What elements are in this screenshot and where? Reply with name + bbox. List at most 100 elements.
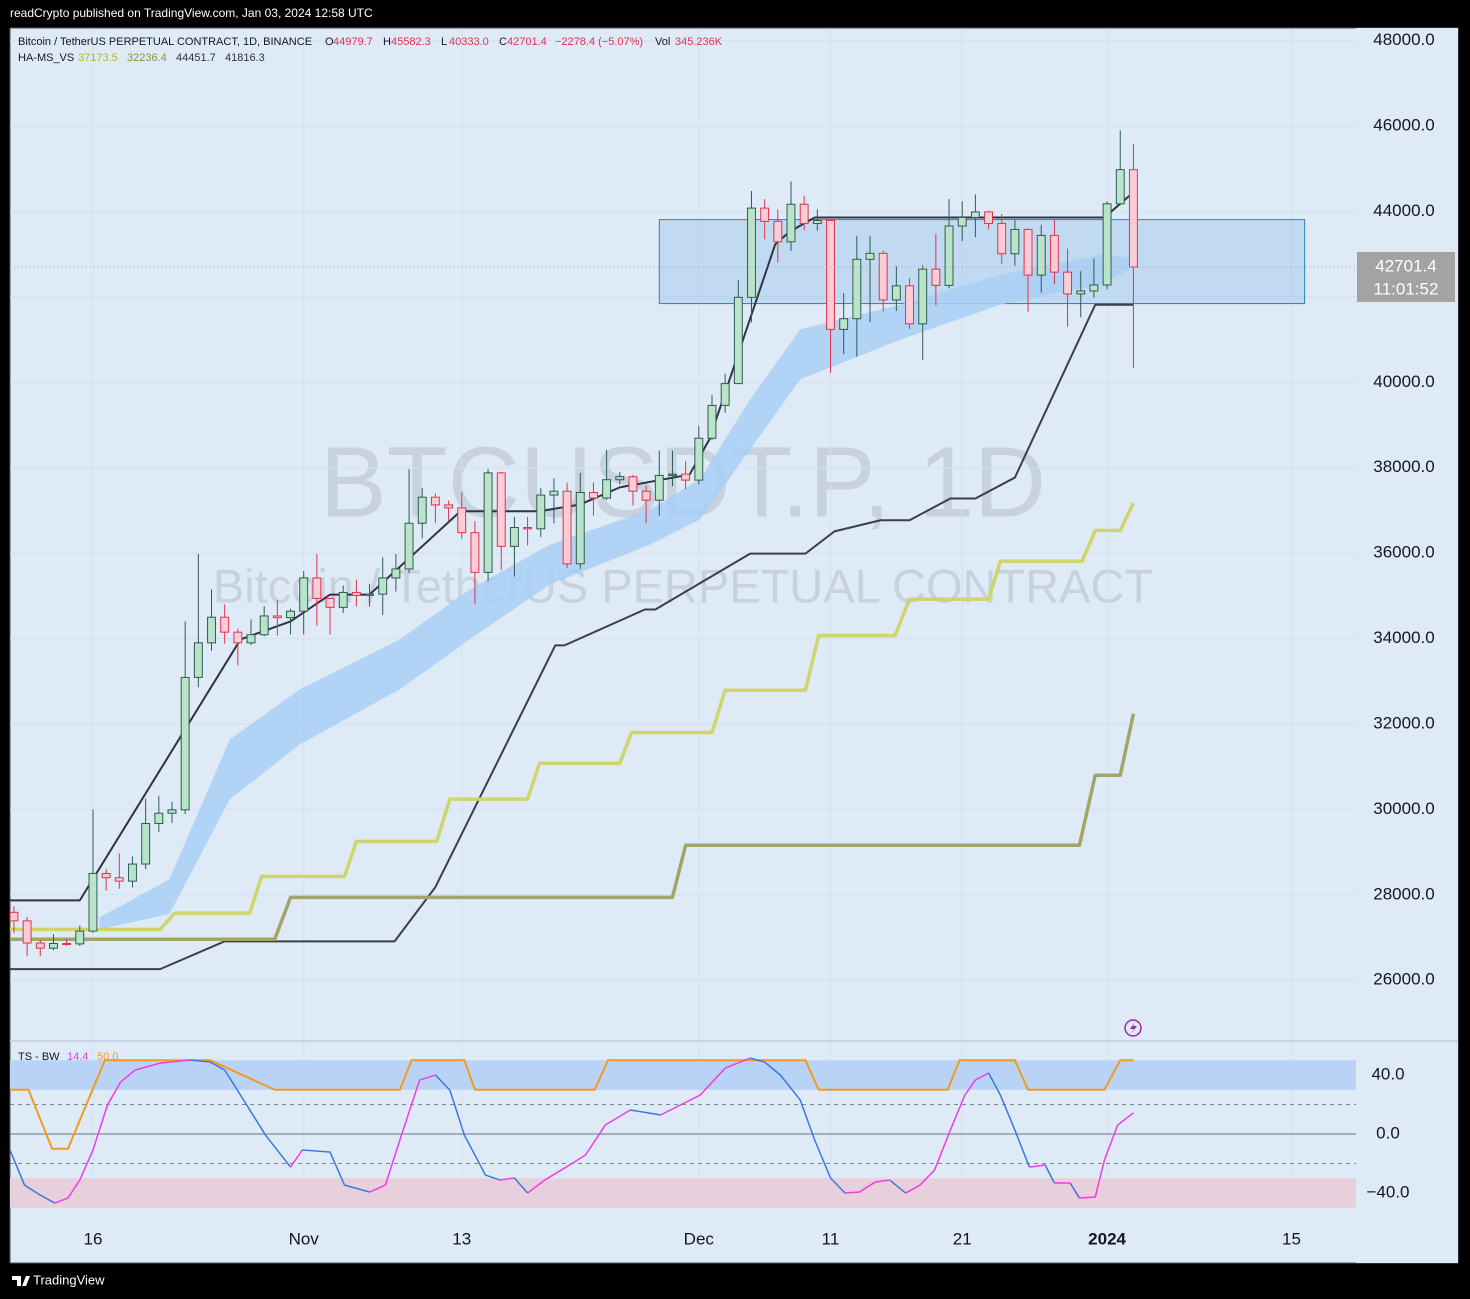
oscillator-line <box>1029 1164 1046 1168</box>
candle-body <box>259 615 269 636</box>
ohlc-value: 42701.4 <box>507 36 547 48</box>
oscillator-line <box>844 1179 890 1194</box>
candle-body <box>207 616 216 644</box>
x-tick-label: 16 <box>84 1229 103 1248</box>
candle-body <box>404 522 414 570</box>
candle-body <box>88 872 98 932</box>
candle-body <box>588 492 598 499</box>
candle-body <box>799 203 809 224</box>
candle-body <box>1076 290 1086 295</box>
candle-body <box>984 211 994 224</box>
candle-body <box>944 225 954 286</box>
oscillator-line <box>289 1149 303 1168</box>
signal-line <box>10 1059 1134 1150</box>
y-tick-label: 40.0 <box>1371 1065 1404 1084</box>
chart-frame <box>9 27 1459 1264</box>
candle-body <box>101 872 111 879</box>
y-tick-label: −40.0 <box>1366 1183 1409 1202</box>
candle-body <box>536 494 546 530</box>
y-tick-label: 46000.0 <box>1373 116 1434 135</box>
y-tick-label: 30000.0 <box>1373 799 1434 818</box>
candle-body <box>891 285 901 301</box>
ohlc-value: 40333.0 <box>449 36 489 48</box>
candle-body <box>75 930 85 945</box>
candle-body <box>193 642 203 678</box>
candle-body <box>272 615 282 619</box>
candle-body <box>128 863 137 882</box>
candle-body <box>733 296 743 385</box>
tradingview-logo: TradingView <box>12 1272 105 1287</box>
x-tick-label: Dec <box>684 1229 715 1248</box>
oscillator-line <box>190 1059 292 1168</box>
y-tick-label: 28000.0 <box>1373 884 1434 903</box>
candle-body <box>483 472 493 573</box>
volume-value: 345.236K <box>675 36 723 48</box>
candle-body <box>852 258 862 320</box>
publisher-line: readCrypto published on TradingView.com,… <box>10 6 373 20</box>
candle-body <box>1102 203 1112 286</box>
oscillator-line <box>9 1149 56 1204</box>
candle-body <box>180 676 190 811</box>
candle-body <box>167 809 177 814</box>
candle-body <box>970 211 980 218</box>
candle-body <box>773 220 783 243</box>
oscillator-line <box>749 1057 846 1194</box>
last-price-box <box>1357 251 1455 302</box>
candle-body <box>1023 228 1033 276</box>
oscillator-line <box>987 1072 1031 1168</box>
indicator-name: HA-MS_VS <box>18 52 74 64</box>
candle-body <box>628 476 638 492</box>
candle-body <box>839 318 849 330</box>
x-tick-label: 2024 <box>1088 1229 1126 1248</box>
indicator-value: 41816.3 <box>225 52 265 64</box>
candle-body <box>575 492 585 565</box>
candle-body <box>1036 234 1046 276</box>
oscillator-line <box>302 1149 370 1193</box>
watermark-subtitle: Bitcoin / TetherUS PERPETUAL CONTRACT <box>213 559 1153 612</box>
y-tick-label: 40000.0 <box>1373 372 1434 391</box>
oscillator-title: TS - BW <box>18 1051 60 1063</box>
candle-body <box>220 616 230 633</box>
ohlc-key: C <box>499 36 507 48</box>
change-value: −2278.4 (−5.07%) <box>555 36 643 48</box>
candle-body <box>786 203 796 243</box>
candle-body <box>1128 169 1138 268</box>
indicator-line <box>10 713 1136 941</box>
ohlc-key: L <box>441 36 447 48</box>
candle-body <box>430 496 440 506</box>
candle-body <box>1089 284 1099 292</box>
candle-body <box>286 610 295 619</box>
oscillator-line <box>905 1072 989 1194</box>
candle-body <box>378 577 388 595</box>
ohlc-key: H <box>383 36 391 48</box>
candle-body <box>233 631 243 644</box>
volume-key: Vol <box>655 36 670 48</box>
ohlc-key: O <box>325 36 334 48</box>
candle-body <box>312 577 322 599</box>
candle-body <box>49 942 58 949</box>
candle-body <box>391 568 401 579</box>
last-price-label: 42701.4 <box>1375 256 1436 275</box>
candle-body <box>668 473 677 476</box>
oscillator-line <box>660 1057 751 1116</box>
y-tick-label: 32000.0 <box>1373 713 1434 732</box>
brand: TradingView <box>33 1272 105 1287</box>
candle-body <box>615 476 625 481</box>
oscillator-line <box>513 1177 529 1194</box>
oscillator-line <box>54 1059 191 1204</box>
candle-body <box>114 877 124 882</box>
candle-body <box>141 822 151 865</box>
oscillator-line <box>1069 1182 1081 1199</box>
candle-body <box>931 268 941 286</box>
y-tick-label: 26000.0 <box>1373 970 1434 989</box>
candle-body <box>35 942 45 949</box>
candle-body <box>523 527 533 530</box>
candle-body <box>602 479 612 499</box>
candle-body <box>918 268 928 325</box>
candle-body <box>720 383 730 406</box>
candle-body <box>562 490 572 565</box>
indicator-value: 32236.4 <box>127 52 167 64</box>
candle-body <box>694 437 704 481</box>
x-tick-label: Nov <box>289 1229 320 1248</box>
candle-body <box>62 942 72 945</box>
